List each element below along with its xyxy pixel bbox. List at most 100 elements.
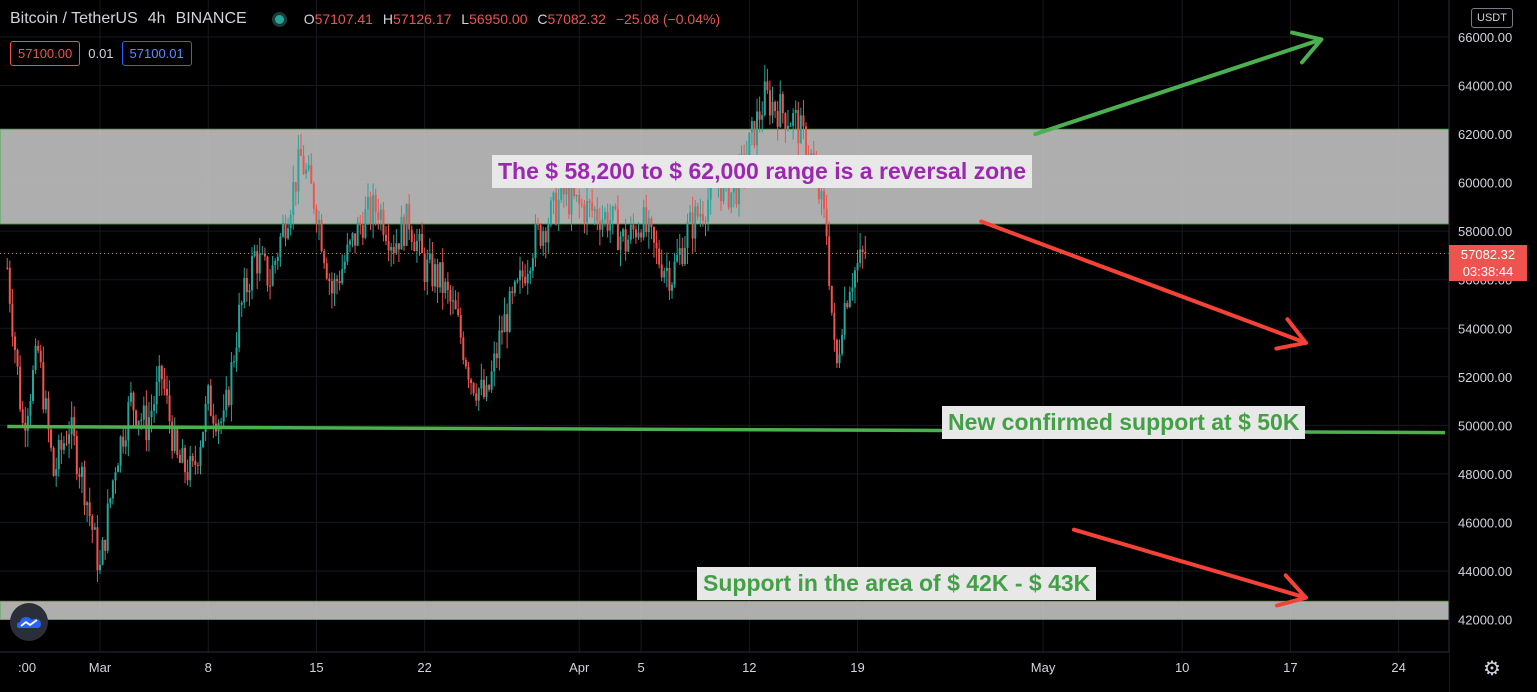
candle-body [186,472,189,481]
candle-body [470,379,473,384]
candle-body [348,240,351,245]
candle-body [397,243,400,250]
zone-rect [0,600,1450,620]
candle-body [848,291,851,308]
candle-body [774,101,777,112]
candle-body [220,421,223,424]
candle-body [256,251,259,274]
candle-body [756,111,759,146]
candle-body [805,126,808,161]
candle-body [351,233,354,241]
candle-body [42,362,45,410]
candle-body [124,440,127,447]
candle-body [830,285,833,313]
candle-body [598,221,601,230]
candle-body [96,527,99,571]
time-tick-label: 15 [309,660,323,675]
candle-body [305,169,308,174]
candle-body [91,516,94,530]
candle-body [779,94,782,127]
candle-body [60,440,63,450]
price-zones [0,128,1450,620]
chart-grid [0,0,1449,652]
sell-button[interactable]: 57100.00 [10,41,81,66]
buy-button[interactable]: 57100.01 [121,41,192,66]
time-tick-label: May [1031,660,1056,675]
order-quantity[interactable]: 0.01 [88,46,114,61]
candle-body [114,472,117,481]
candle-body [374,195,377,213]
last-price: 57082.32 [1460,247,1516,262]
candle-body [297,149,300,192]
candle-body [330,281,333,294]
candle-body [392,247,395,254]
candle-body [274,260,277,266]
candle-body [171,421,174,451]
candle-body [467,366,470,380]
candle-body [681,248,684,265]
candle-body [841,334,844,354]
price-tick-label: 62000.00 [1458,127,1512,142]
candle-body [604,211,607,220]
candle-body [176,428,179,455]
candle-body [606,211,609,231]
candle-body [104,539,107,551]
market-status-icon [274,14,284,24]
candle-body [464,360,467,367]
candle-body [227,389,230,406]
candle-body [640,232,643,238]
candle-body [513,281,516,293]
candle-body [727,170,730,208]
annotation-arrows [979,30,1324,608]
candle-body [495,353,498,359]
candle-body [129,392,132,402]
candle-body [21,409,24,423]
candle-body [240,302,243,305]
symbol-name[interactable]: Bitcoin / TetherUS [10,10,138,27]
candle-body [281,222,284,237]
candle-body [699,213,702,217]
candle-body [735,187,738,205]
currency-label[interactable]: USDT [1471,8,1513,28]
candle-body [276,256,279,261]
candle-body [846,303,849,308]
candle-body [168,395,171,422]
candle-body [65,443,68,445]
candle-body [719,184,722,202]
candle-body [204,403,207,432]
candle-body [853,270,856,288]
gear-icon[interactable]: ⚙ [1483,658,1501,680]
candle-body [784,113,787,130]
candle-body [55,469,58,476]
candle-body [222,410,225,422]
candle-body [8,267,11,304]
tradingview-cloud-icon[interactable] [10,603,48,641]
candle-body [843,303,846,335]
candle-body [418,233,421,241]
candle-body [16,349,19,367]
candle-body [408,203,411,230]
candle-body [37,345,40,351]
candle-body [263,253,266,257]
interval[interactable]: 4h [147,10,166,27]
reversal-zone-annotation: The $ 58,200 to $ 62,000 range is a reve… [492,155,1033,188]
candle-body [83,466,86,506]
candle-body [531,258,534,271]
candle-body [385,234,388,242]
ohlc-values: O57107.41 H57126.17 L56950.00 C57082.32 … [303,11,721,27]
candle-body [763,81,766,116]
candle-body [245,277,248,293]
candle-body [32,370,35,402]
candle-body [856,263,859,271]
candle-body [511,291,514,293]
candle-body [312,183,315,209]
candle-body [361,225,364,238]
candle-body [93,527,96,530]
candle-body [508,291,511,332]
candle-body [655,242,658,249]
candle-body [477,388,480,401]
candle-body [580,203,583,206]
candle-body [622,229,625,237]
candle-body [207,385,210,404]
